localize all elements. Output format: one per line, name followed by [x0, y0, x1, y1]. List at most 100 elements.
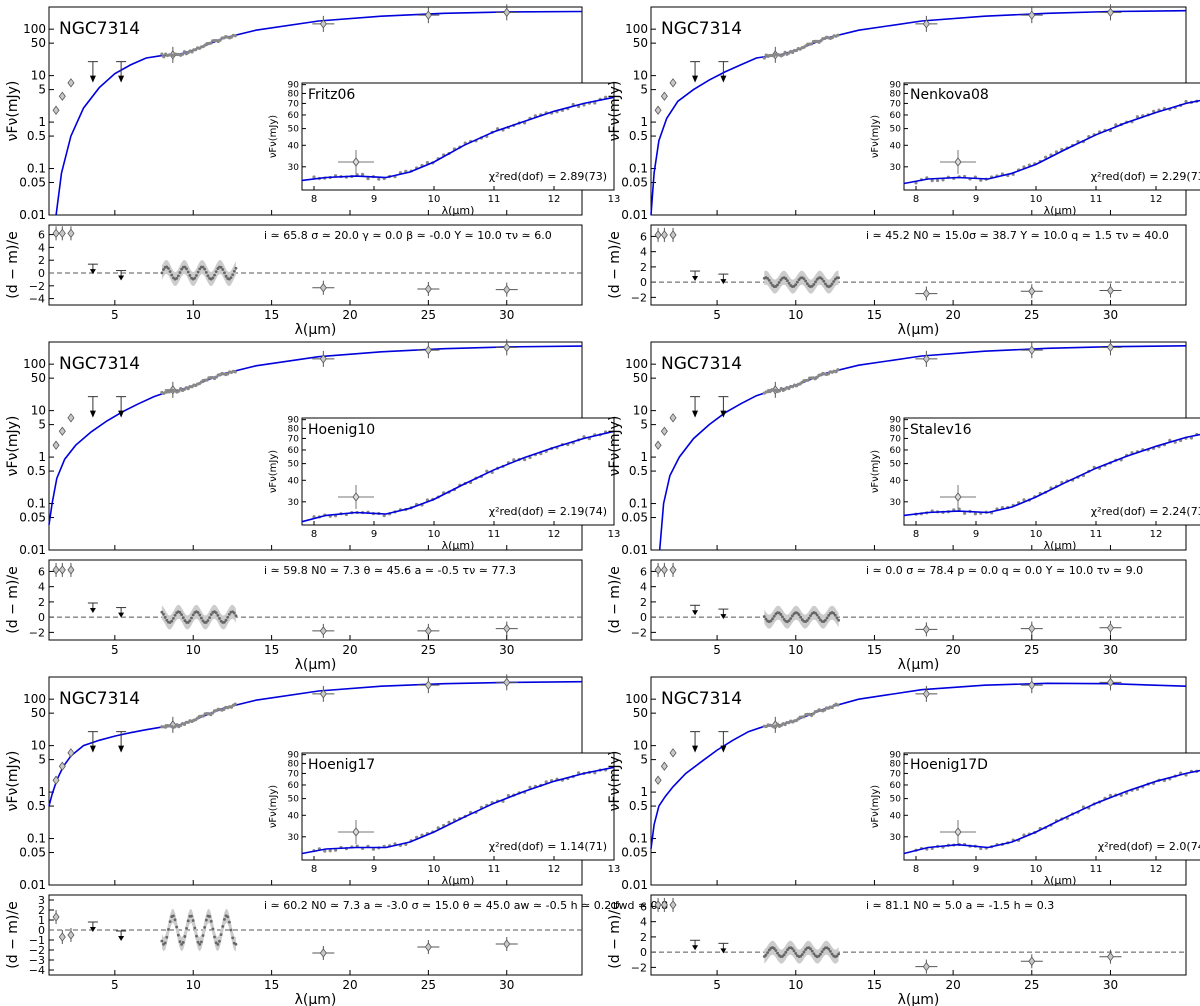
res-point [654, 900, 662, 910]
inset-panel: Hoenig10 χ²red(dof) = 2.19(74) 8 9 10 11 12 13 3… [268, 416, 620, 552]
res-point [669, 230, 677, 240]
res-xtick-label: 20 [945, 978, 960, 992]
spectral-residual-point [171, 914, 175, 918]
spectral-residual-point [805, 619, 809, 622]
sed-ytick-label: 0.05 [621, 511, 648, 525]
res-point [67, 565, 75, 575]
spectral-residual-point [810, 949, 814, 953]
inset-xtick-label: 8 [913, 529, 919, 540]
upper-limit-arrow [89, 745, 96, 753]
spectral-residual-point [160, 610, 164, 614]
spectral-residual-point [828, 284, 832, 288]
inset-xtick-label: 11 [1090, 864, 1103, 875]
sed-spectrum-point [762, 56, 766, 60]
inset-ytick-label: 40 [288, 476, 300, 486]
spectral-residual-point [163, 941, 167, 945]
spectral-residual-point [176, 274, 180, 278]
spectral-residual-point [196, 270, 200, 274]
photometry-point [67, 413, 75, 423]
sed-spectrum-point [783, 722, 787, 727]
res-xtick-label: 10 [788, 643, 803, 657]
spectral-residual-point [827, 947, 831, 951]
inset-model-name: Hoenig17 [308, 757, 375, 773]
res-ytick-label: 2 [640, 261, 647, 274]
sed-spectrum-point [209, 41, 213, 45]
res-point [922, 624, 930, 634]
inset-xtick-label: 12 [548, 529, 561, 540]
spectral-residual-point [779, 613, 783, 616]
inset-ytick-label: 90 [288, 751, 300, 761]
photometry-point [58, 426, 66, 436]
xlabel: λ(μm) [295, 322, 337, 338]
inset-ytick-label: 70 [288, 769, 300, 779]
photometry-point [1106, 677, 1114, 688]
inset-ytick-label: 70 [890, 434, 902, 444]
res-ytick-label: 0 [640, 276, 647, 289]
res-point [52, 565, 60, 575]
spectral-residual-point [171, 616, 175, 620]
inset-ytick-label: 60 [288, 446, 300, 456]
inset-ytick-label: 70 [288, 434, 300, 444]
spectral-residual-point [837, 276, 841, 280]
res-point [424, 284, 432, 294]
sed-spectrum-point [815, 375, 819, 379]
res-ytick-label: 0 [640, 611, 647, 624]
inset-xtick-label: 13 [608, 194, 621, 205]
sed-ytick-label: 1 [38, 115, 46, 129]
spectral-residual-point [190, 616, 193, 620]
spectral-residual-point [216, 613, 220, 617]
spectral-residual-point [211, 276, 215, 280]
spectral-residual-point [804, 279, 807, 283]
upper-limit-arrow [720, 745, 727, 753]
res-ytick-label: 2 [640, 596, 647, 609]
spectral-residual-point [186, 270, 190, 274]
spectral-residual-point [195, 934, 198, 938]
photometry-point [67, 748, 75, 758]
photometry-point [660, 91, 668, 101]
sed-ytick-label: 0.5 [629, 464, 648, 478]
spectral-residual-point [193, 276, 197, 280]
spectral-residual-point [216, 942, 220, 946]
spectral-residual-point [799, 954, 803, 958]
inset-axes-frame [903, 752, 1200, 861]
spectral-residual-point [794, 283, 798, 287]
sed-spectrum-point [802, 715, 806, 719]
upper-limit-arrow [692, 75, 699, 83]
spectral-residual-point [809, 614, 812, 618]
inset-panel: Hoenig17 χ²red(dof) = 1.14(71) 8 9 10 11 12 13 3… [268, 751, 620, 887]
inset-xtick-label: 9 [973, 529, 979, 540]
inset-spectrum-point [577, 771, 581, 775]
inset-ytick-label: 90 [288, 81, 300, 91]
spectral-residual-point [766, 276, 769, 280]
res-point [654, 230, 662, 240]
sed-ytick-label: 50 [633, 371, 648, 385]
res-point [1106, 952, 1114, 962]
spectral-residual-point [799, 615, 803, 619]
spectral-residual-point [820, 950, 824, 954]
spectral-residual-point [835, 616, 839, 620]
inset-ytick-label: 60 [890, 446, 902, 456]
inset-model-line [301, 430, 615, 523]
photometry-point [1028, 680, 1036, 690]
sed-ytick-label: 0.5 [27, 129, 46, 143]
sed-ytick-label: 0.5 [629, 799, 648, 813]
sed-spectrum-point [190, 50, 194, 54]
xlabel: λ(μm) [898, 992, 940, 1006]
inset-spectrum-point [323, 849, 327, 853]
res-xtick-label: 5 [111, 643, 119, 657]
photometry-point [922, 19, 930, 29]
sed-ytick-label: 5 [640, 753, 648, 767]
inset-ytick-label: 60 [890, 111, 902, 121]
spectral-residual-band [764, 940, 839, 964]
spectral-residual-point [833, 613, 837, 617]
res-upper-limit-arrow [720, 614, 727, 620]
inset-spectrum-point [936, 178, 940, 183]
res-upper-limit-arrow [118, 936, 125, 941]
spectral-residual-point [827, 613, 831, 617]
res-point [922, 961, 930, 972]
inset-axes-frame [903, 417, 1200, 526]
photometry-point [424, 345, 432, 355]
